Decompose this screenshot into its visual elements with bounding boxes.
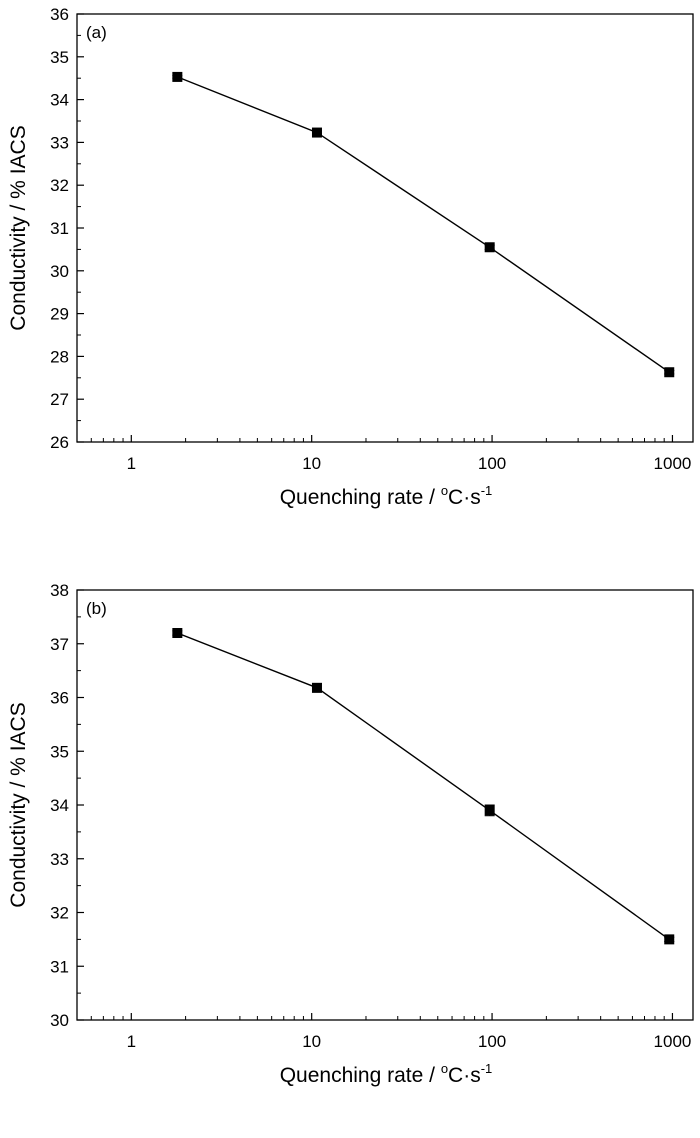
- x-axis-label: Quenching rate / oC·s-1: [280, 483, 493, 509]
- y-tick-label: 35: [50, 48, 69, 67]
- x-ticks: 1 10 100 1000: [90, 435, 692, 473]
- x-axis-label-degree-sup: o: [441, 1061, 448, 1076]
- y-tick-label: 36: [50, 689, 69, 708]
- y-tick-label: 31: [50, 219, 69, 238]
- series-line: [177, 632, 670, 940]
- y-tick-label: 26: [50, 433, 69, 452]
- y-tick-label: 30: [50, 1011, 69, 1030]
- y-axis-label: Conductivity / % IACS: [7, 702, 30, 907]
- x-tick-label: 10: [302, 454, 321, 473]
- y-tick-label: 33: [50, 850, 69, 869]
- x-tick-label: 1: [127, 1032, 136, 1051]
- y-tick-label: 32: [50, 904, 69, 923]
- y-tick-label: 31: [50, 957, 69, 976]
- y-tick-label: 36: [50, 5, 69, 24]
- x-ticks: 1 10 100 1000: [90, 1013, 692, 1051]
- x-tick-label: 1: [127, 454, 136, 473]
- x-tick-label: 10: [302, 1032, 321, 1051]
- y-ticks: 30 31 32 33 34 35 36 37 38: [50, 581, 84, 1030]
- x-axis-label-unit: C·s: [448, 1064, 481, 1087]
- x-axis-label-degree-sup: o: [441, 483, 448, 498]
- x-axis-label-unit: C·s: [448, 486, 481, 509]
- chart-panel-b: 1 10 100 1000 30 31 32 33 34 35 36 37 38 (b) Conduc…: [7, 581, 694, 1087]
- y-axis-label: Conductivity / % IACS: [7, 125, 30, 330]
- y-tick-label: 29: [50, 305, 69, 324]
- panel-label: (a): [86, 23, 107, 42]
- y-tick-label: 35: [50, 742, 69, 761]
- x-axis-label-main: Quenching rate /: [280, 1064, 441, 1087]
- y-tick-label: 30: [50, 262, 69, 281]
- data-point: [484, 805, 495, 816]
- y-tick-label: 28: [50, 347, 69, 366]
- y-tick-label: 37: [50, 635, 69, 654]
- x-axis-label: Quenching rate / oC·s-1: [280, 1061, 493, 1087]
- chart-panel-a: 1 10 100 1000 26 27 28 29 30 31 32 33 34 35 36 (a) Co…: [7, 5, 694, 509]
- y-tick-label: 38: [50, 581, 69, 600]
- x-axis-label-exponent-sup: -1: [481, 483, 493, 498]
- x-tick-label: 1000: [654, 454, 692, 473]
- series-line: [177, 76, 670, 373]
- y-tick-label: 34: [50, 91, 69, 110]
- data-point: [172, 71, 183, 82]
- data-point: [664, 934, 675, 945]
- data-point: [172, 628, 183, 638]
- y-tick-label: 27: [50, 390, 69, 409]
- y-tick-label: 34: [50, 796, 69, 815]
- panel-label: (b): [86, 599, 107, 618]
- x-tick-label: 100: [478, 1032, 506, 1051]
- y-tick-label: 32: [50, 176, 69, 195]
- y-tick-label: 33: [50, 133, 69, 152]
- x-axis-label-exponent-sup: -1: [481, 1061, 493, 1076]
- x-axis-label-main: Quenching rate /: [280, 486, 441, 509]
- data-point: [311, 127, 322, 138]
- data-point: [311, 682, 322, 693]
- y-ticks: 26 27 28 29 30 31 32 33 34 35 36: [50, 5, 84, 452]
- data-point: [484, 242, 495, 253]
- x-tick-label: 100: [478, 454, 506, 473]
- series-layer: [172, 628, 675, 945]
- series-layer: [172, 71, 675, 378]
- x-tick-label: 1000: [654, 1032, 692, 1051]
- data-point: [664, 367, 675, 378]
